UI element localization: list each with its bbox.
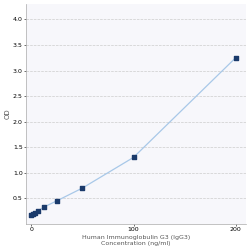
X-axis label: Human Immunoglobulin G3 (IgG3)
Concentration (ng/ml): Human Immunoglobulin G3 (IgG3) Concentra… — [82, 235, 190, 246]
Point — [30, 213, 34, 217]
Point — [132, 156, 136, 160]
Point — [80, 186, 84, 190]
Point — [36, 209, 40, 213]
Y-axis label: OD: OD — [4, 109, 10, 119]
Point — [234, 56, 237, 60]
Point — [32, 211, 36, 215]
Point — [31, 212, 35, 216]
Point — [42, 205, 46, 209]
Point — [55, 199, 59, 203]
